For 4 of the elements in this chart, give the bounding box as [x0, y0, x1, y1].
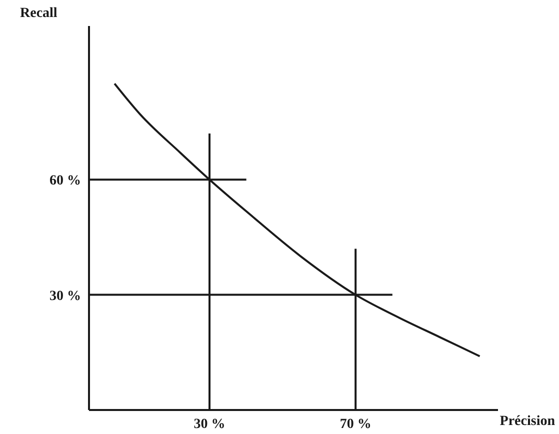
y-tick-label: 60 % — [50, 174, 81, 189]
x-tick-label: 70 % — [340, 416, 372, 432]
y-axis-title: Recall — [20, 6, 58, 22]
x-axis-title: Précision — [500, 414, 555, 430]
